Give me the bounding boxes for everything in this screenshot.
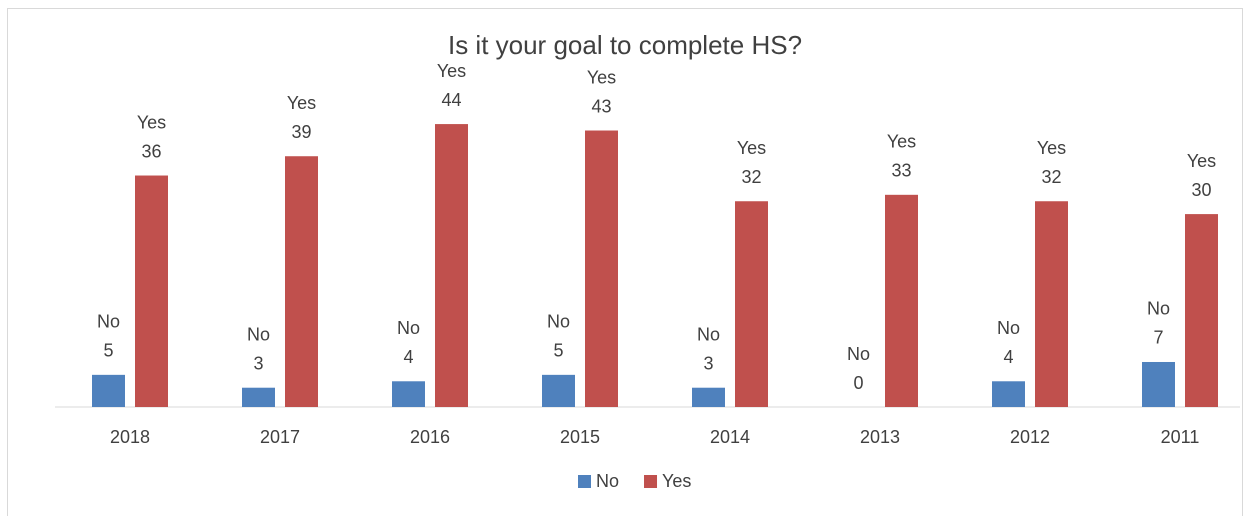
- data-label: 30: [1191, 180, 1211, 200]
- x-tick-label: 2012: [1010, 427, 1050, 447]
- bar: [1185, 214, 1218, 407]
- data-label: 5: [103, 341, 113, 361]
- data-label: 4: [403, 347, 413, 367]
- chart-border: [7, 8, 1243, 516]
- data-label-name: Yes: [737, 138, 766, 158]
- data-label-name: Yes: [437, 61, 466, 81]
- data-label-name: Yes: [287, 93, 316, 113]
- legend-swatch: [644, 475, 658, 488]
- data-label-name: No: [97, 312, 120, 332]
- x-tick-label: 2014: [710, 427, 750, 447]
- legend-label: Yes: [662, 471, 691, 491]
- data-label: 7: [1153, 328, 1163, 348]
- bar: [992, 381, 1025, 407]
- data-label-name: Yes: [587, 67, 616, 87]
- bar: [1142, 361, 1175, 407]
- data-label: 3: [703, 353, 713, 373]
- bar: [692, 387, 725, 407]
- bar: [585, 130, 618, 407]
- data-label: 33: [891, 161, 911, 181]
- x-tick-label: 2013: [860, 427, 900, 447]
- x-tick-label: 2016: [410, 427, 450, 447]
- data-label: 32: [741, 167, 761, 187]
- bar: [92, 374, 125, 407]
- data-label: 43: [591, 96, 611, 116]
- data-label-name: No: [1147, 299, 1170, 319]
- data-label-name: No: [697, 324, 720, 344]
- data-label: 39: [291, 122, 311, 142]
- data-label: 44: [441, 90, 461, 110]
- bar: [542, 374, 575, 407]
- x-tick-label: 2015: [560, 427, 600, 447]
- data-label: 4: [1003, 347, 1013, 367]
- x-tick-label: 2017: [260, 427, 300, 447]
- data-label-name: No: [547, 312, 570, 332]
- bar: [435, 124, 468, 407]
- x-tick-label: 2011: [1161, 427, 1200, 447]
- data-label-name: No: [997, 318, 1020, 338]
- bar: [1035, 201, 1068, 407]
- data-label-name: No: [247, 324, 270, 344]
- bar: [392, 381, 425, 407]
- data-label: 0: [853, 373, 863, 393]
- data-label: 5: [553, 341, 563, 361]
- chart-title: Is it your goal to complete HS?: [448, 30, 802, 60]
- data-label-name: Yes: [1187, 151, 1216, 171]
- bar: [735, 201, 768, 407]
- legend-swatch: [578, 475, 591, 488]
- data-label-name: Yes: [1037, 138, 1066, 158]
- data-label-name: Yes: [887, 132, 916, 152]
- data-label-name: Yes: [137, 112, 166, 132]
- legend-label: No: [596, 471, 619, 491]
- x-tick-label: 2018: [110, 427, 150, 447]
- data-label: 32: [1041, 167, 1061, 187]
- data-label-name: No: [847, 344, 870, 364]
- bar: [135, 175, 168, 407]
- data-label: 36: [141, 141, 161, 161]
- data-label-name: No: [397, 318, 420, 338]
- data-label: 3: [253, 353, 263, 373]
- bar: [285, 156, 318, 407]
- bar: [885, 194, 918, 407]
- bar: [242, 387, 275, 407]
